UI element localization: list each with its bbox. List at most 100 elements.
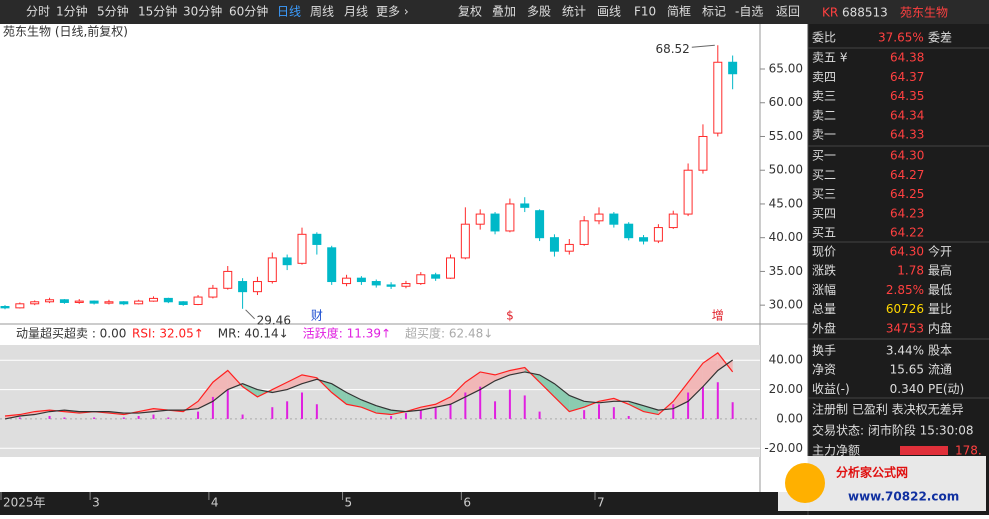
candle-body xyxy=(639,237,649,242)
stat-label: 总量 xyxy=(812,302,836,316)
book-price: 64.23 xyxy=(890,206,924,220)
legend-value: : 32.05↑ xyxy=(152,327,204,341)
toolbar-item[interactable]: 15分钟 xyxy=(138,4,177,19)
legend-name: MR xyxy=(218,327,237,341)
book-price: 64.30 xyxy=(890,149,924,163)
book-price: 64.37 xyxy=(890,70,924,84)
book-price: 64.25 xyxy=(890,187,924,201)
toolbar-item[interactable]: 5分钟 xyxy=(97,4,129,19)
toolbar-item[interactable]: 日线 xyxy=(277,5,301,19)
toolbar-item[interactable]: 返回 xyxy=(776,5,800,19)
candle-body xyxy=(134,300,144,305)
candle-body xyxy=(728,61,738,75)
candle-body xyxy=(520,203,530,208)
y-tick-label: 45.00 xyxy=(769,196,803,210)
stat-label: 今开 xyxy=(928,244,952,259)
candle-body xyxy=(267,257,277,283)
stat-value: 2.85% xyxy=(886,283,924,297)
candle-body xyxy=(356,277,366,283)
toolbar-item[interactable]: F10 xyxy=(634,5,656,19)
fill-band xyxy=(450,382,466,405)
fill-band xyxy=(242,383,258,397)
candle-body xyxy=(505,203,515,232)
book-label: 卖四 xyxy=(812,70,836,84)
toolbar-item[interactable]: 简框 xyxy=(667,5,691,19)
candle-body xyxy=(327,247,337,283)
candle-body xyxy=(193,296,203,305)
candle-body xyxy=(698,135,708,171)
book-label: 卖三 xyxy=(812,89,836,103)
candle-body xyxy=(149,297,158,302)
toolbar-item[interactable]: 分时 xyxy=(26,5,50,19)
watermark-title: 分析家公式网 xyxy=(836,465,908,480)
candle-body xyxy=(252,281,262,293)
stat-label: 最低 xyxy=(928,283,952,297)
fill-band xyxy=(302,374,317,384)
watermark-url: www.70822.com xyxy=(848,490,959,504)
book-label: 买二 xyxy=(812,168,836,182)
candle-body xyxy=(549,237,559,252)
toolbar-item[interactable]: 1分钟 xyxy=(56,4,88,19)
toolbar-item[interactable]: 更多 › xyxy=(376,5,409,19)
candle-body xyxy=(460,223,470,259)
toolbar-item[interactable]: 月线 xyxy=(344,5,368,19)
y-tick-label: 50.00 xyxy=(769,163,803,177)
candle-body xyxy=(713,61,723,134)
stat-label: 收益(-) xyxy=(812,382,850,396)
stat-label: 股本 xyxy=(928,344,952,358)
x-axis-bg xyxy=(0,492,808,515)
fill-band xyxy=(361,399,377,414)
candle-body xyxy=(386,284,396,287)
indicator-title: 动量超买超卖 : 0.00 xyxy=(16,326,126,341)
fill-band xyxy=(420,404,436,411)
y-tick-label: 30.00 xyxy=(769,298,803,312)
toolbar-item[interactable]: 标记 xyxy=(702,5,726,19)
toolbar-item[interactable]: 30分钟 xyxy=(183,4,222,19)
book-price: 64.35 xyxy=(890,89,924,103)
toolbar-item[interactable]: -自选 xyxy=(735,5,763,19)
y-tick-label: 55.00 xyxy=(769,129,803,143)
annotation-arrow xyxy=(691,44,715,48)
fill-band xyxy=(628,401,644,412)
candle-body xyxy=(0,306,10,309)
candle-body xyxy=(401,283,411,287)
indicator-band xyxy=(0,345,760,457)
book-label: 买四 xyxy=(812,206,836,220)
toolbar-item[interactable]: 统计 xyxy=(562,5,586,19)
watermark-logo xyxy=(785,463,825,503)
candle-body xyxy=(594,213,604,222)
candle-body xyxy=(668,213,678,229)
stat-label: 最高 xyxy=(928,263,952,278)
book-label: 卖一 xyxy=(812,128,836,142)
toolbar-item[interactable]: 复权 xyxy=(458,5,482,19)
row-value: 37.65% xyxy=(878,31,924,45)
y-tick-label: 35.00 xyxy=(769,264,803,278)
row-label: 委比 xyxy=(812,31,836,45)
stat-label: PE(动) xyxy=(928,382,964,396)
stat-label: 净资 xyxy=(812,363,836,377)
stat-value: 64.30 xyxy=(890,245,924,259)
flow-bar xyxy=(900,446,948,455)
stock-name: 苑东生物 xyxy=(900,6,948,20)
fill-band xyxy=(331,383,347,405)
toolbar-item[interactable]: 周线 xyxy=(310,5,334,19)
tags: 注册制 已盈利 表决权无差异 xyxy=(812,402,964,417)
legend-value: : 40.14↓ xyxy=(236,327,288,341)
toolbar-item[interactable]: 叠加 xyxy=(492,5,516,19)
toolbar-item[interactable]: 画线 xyxy=(597,5,621,19)
candle-body xyxy=(535,210,545,239)
y-tick-label: 40.00 xyxy=(769,230,803,244)
y-tick-label: 40.00 xyxy=(769,353,803,367)
candle-body xyxy=(223,270,233,289)
stat-value: 60726 xyxy=(886,302,924,316)
legend-value: : 11.39↑ xyxy=(339,327,391,341)
book-price: 64.38 xyxy=(890,51,924,65)
stat-label: 内盘 xyxy=(928,320,952,335)
toolbar-item[interactable]: 多股 xyxy=(527,5,551,19)
fill-band xyxy=(495,370,510,381)
toolbar-item[interactable]: 60分钟 xyxy=(229,4,268,19)
candle-body xyxy=(30,301,40,305)
candle-body xyxy=(624,223,634,239)
